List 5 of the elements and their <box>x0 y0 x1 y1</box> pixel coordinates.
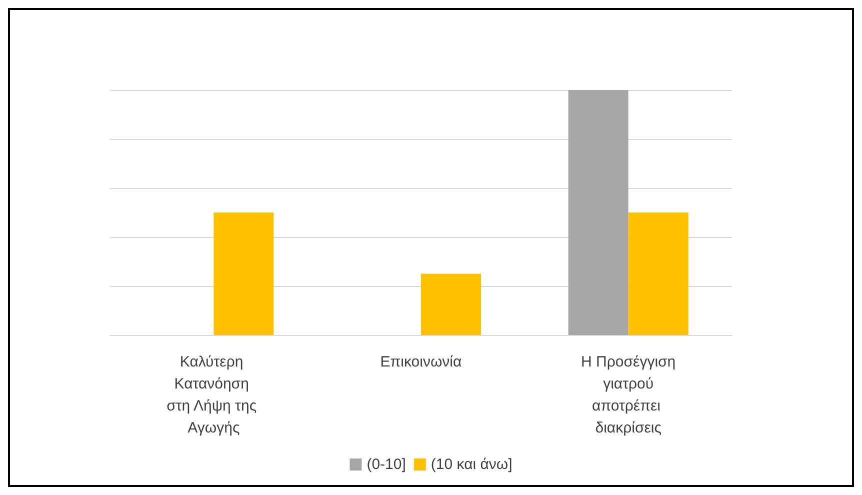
x-tick-label: Επικοινωνία <box>380 354 462 370</box>
x-tick-label: Καλύτερη Κατανόηση στη Λήψη της Αγωγής <box>166 354 261 436</box>
legend-label: (0-10] <box>366 456 406 473</box>
legend-label: (10 και άνω] <box>430 456 512 473</box>
x-tick-label: Η Προσέγγιση γιατρού αποτρέπει διακρίσεις <box>581 354 676 436</box>
